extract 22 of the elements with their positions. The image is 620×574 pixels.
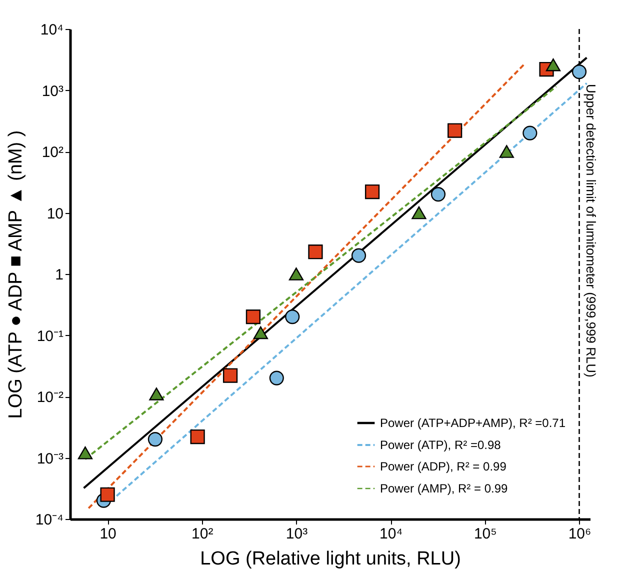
x-tick-label: 10⁵ [474, 526, 497, 542]
legend-label: Power (ATP), R² =0.98 [380, 438, 502, 452]
y-axis-title: LOG (ATP ● ADP ■ AMP ▲ (nM) ) [5, 130, 26, 419]
y-tick-label: 10⁻¹ [36, 328, 64, 345]
x-tick-label: 10⁴ [379, 526, 403, 542]
ref-line-label: Upper detection limit of lumitometer (999,999 RLU) [583, 84, 598, 378]
x-tick-label: 10³ [286, 526, 308, 542]
x-tick-label: 10⁶ [568, 526, 592, 542]
y-tick-label: 10⁻⁴ [35, 512, 64, 528]
y-tick-label: 10⁴ [40, 22, 64, 38]
legend-label: Power (ADP), R² = 0.99 [380, 460, 507, 474]
legend-label: Power (ATP+ADP+AMP), R² =0.71 [380, 416, 566, 430]
y-tick-label: 10² [42, 144, 64, 161]
y-tick-label: 10⁻³ [36, 450, 64, 468]
x-tick-label: 10 [100, 526, 116, 542]
y-tick-label: 10 [46, 205, 64, 222]
x-axis-title: LOG (Relative light units, RLU) [200, 548, 461, 570]
legend-label: Power (AMP), R² = 0.99 [380, 482, 508, 496]
x-tick-label: 10² [192, 526, 214, 542]
y-tick-label: 1 [55, 266, 64, 284]
y-tick-label: 10³ [42, 82, 64, 100]
y-tick-label: 10⁻² [36, 389, 64, 406]
